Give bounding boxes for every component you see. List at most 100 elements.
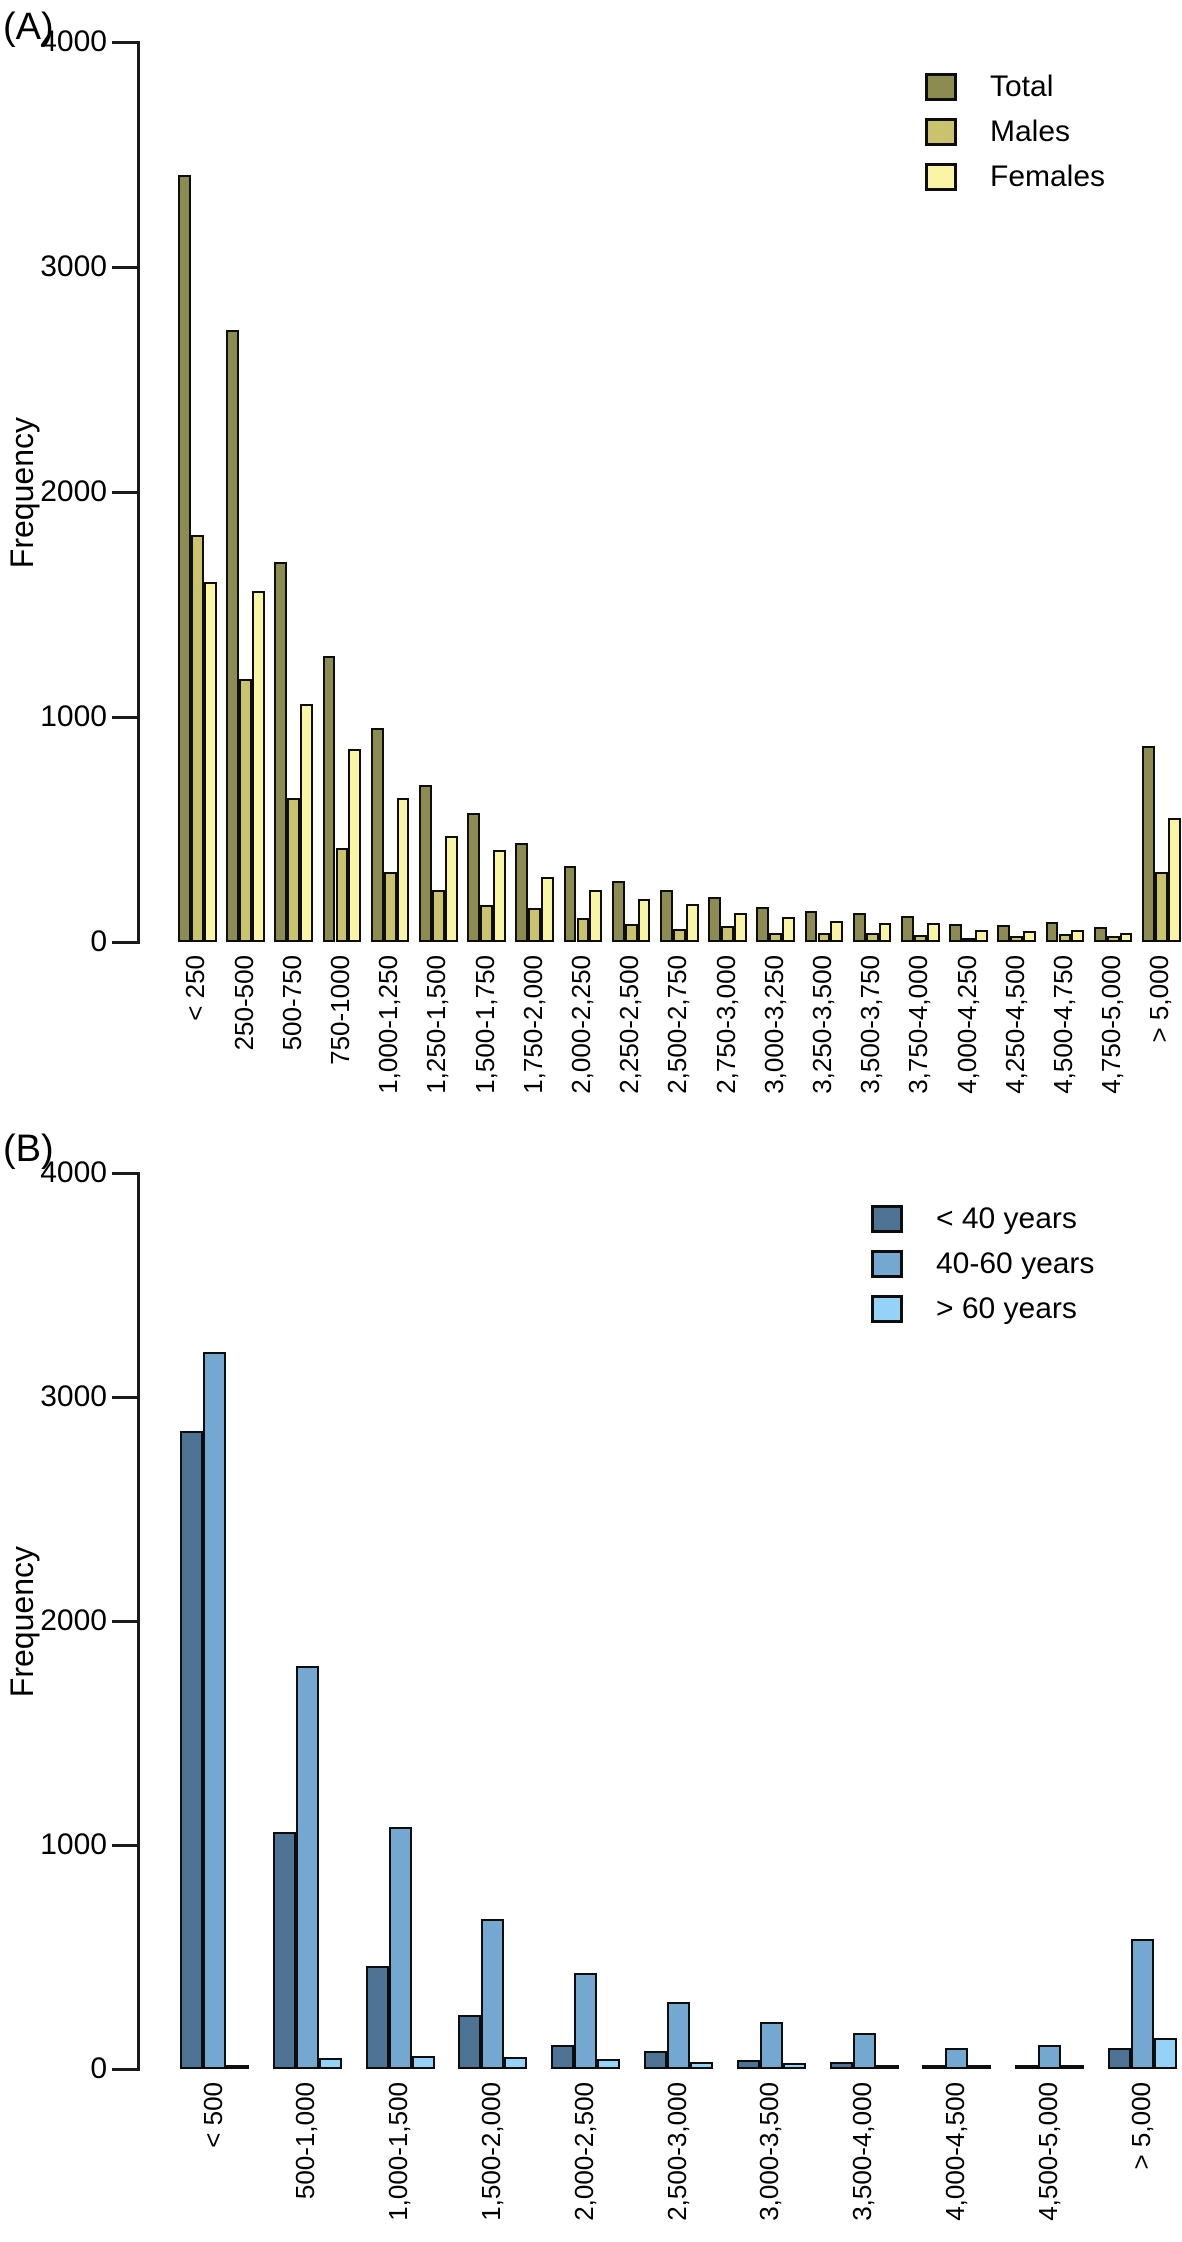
y-axis-tick: [112, 1171, 137, 1175]
bar-<-40-years: [551, 2045, 575, 2069]
bar->-60-years: [875, 2064, 899, 2069]
y-axis-tick: [112, 265, 137, 269]
bar-males: [865, 933, 879, 942]
bar->-60-years: [318, 2057, 342, 2069]
bar-<-40-years: [829, 2062, 853, 2069]
bar-males: [962, 937, 975, 942]
x-axis-tick-label: 4,500-5,000: [1032, 2082, 1063, 2221]
panel-a-legend: Total Males Females: [925, 64, 1105, 199]
bar->-60-years: [1061, 2064, 1085, 2069]
legend-swatch-total: [925, 72, 957, 101]
x-axis-tick-label: 3,500-4,000: [847, 2082, 878, 2221]
bar-females: [444, 836, 458, 942]
bar-40-60-years: [203, 1352, 226, 2069]
bar-total: [611, 881, 625, 942]
y-axis-tick: [112, 1395, 137, 1399]
bar-males: [817, 933, 831, 942]
bar-females: [926, 922, 940, 942]
bar-males: [1106, 936, 1120, 942]
x-axis-tick-label: 1,000-1,500: [383, 2082, 414, 2221]
bar-females: [878, 922, 892, 942]
y-axis-tick-label: 3000: [40, 250, 107, 283]
x-axis-tick-label: 2,500-3,000: [661, 2082, 692, 2221]
bar-males: [335, 847, 349, 942]
legend-swatch-40-60: [871, 1249, 903, 1278]
x-axis-tick-label: 4,000-4,500: [939, 2082, 970, 2221]
bar-females: [1071, 929, 1085, 942]
bar-males: [624, 924, 638, 942]
y-axis-line: [137, 1172, 140, 2071]
legend-row-total: Total: [925, 64, 1105, 109]
bar-females: [493, 849, 506, 942]
bar->-60-years: [1154, 2037, 1177, 2069]
bar->-60-years: [782, 2063, 806, 2069]
bar-total: [563, 865, 577, 942]
bar->-60-years: [690, 2062, 713, 2069]
bar-40-60-years: [667, 2001, 690, 2069]
bar-<-40-years: [180, 1430, 203, 2069]
y-axis-tick: [112, 1843, 137, 1847]
legend-swatch-lt40: [871, 1204, 903, 1233]
bar-females: [1119, 933, 1133, 942]
x-axis-tick-label: > 5,000: [1125, 2082, 1156, 2170]
bar-females: [541, 876, 555, 942]
x-axis-tick-label: < 500: [197, 2082, 228, 2148]
bar-total: [1142, 746, 1155, 942]
bar->-60-years: [597, 2058, 621, 2069]
y-axis-tick-label: 0: [90, 925, 107, 958]
bar-females: [734, 912, 747, 942]
bar-<-40-years: [922, 2065, 946, 2069]
bar-<-40-years: [1108, 2047, 1131, 2069]
y-axis-tick-label: 0: [90, 2052, 107, 2085]
panel-a-label: (A): [3, 6, 54, 48]
bar-females: [203, 582, 217, 942]
y-axis-tick: [112, 1619, 137, 1623]
legend-label-lt40: < 40 years: [936, 1201, 1077, 1235]
panel-b-legend: < 40 years 40-60 years > 60 years: [871, 1196, 1094, 1331]
bar-males: [721, 926, 734, 942]
y-axis-tick-label: 1000: [40, 700, 107, 733]
bar-total: [852, 912, 866, 942]
bar-<-40-years: [1015, 2065, 1039, 2069]
bar-40-60-years: [852, 2033, 876, 2069]
bar->-60-years: [226, 2065, 249, 2069]
legend-row-females: Females: [925, 154, 1105, 199]
bar-total: [756, 907, 770, 942]
bar-40-60-years: [1038, 2045, 1062, 2069]
legend-row-40-60: 40-60 years: [871, 1241, 1094, 1286]
bar-<-40-years: [644, 2051, 667, 2069]
bar-40-60-years: [945, 2047, 969, 2069]
bar-40-60-years: [295, 1665, 319, 2069]
bar-females: [589, 890, 603, 942]
bar-females: [685, 903, 699, 942]
y-axis-tick-label: 3000: [40, 1380, 107, 1413]
legend-label-females: Females: [990, 159, 1106, 193]
bar-total: [949, 924, 963, 942]
bar-males: [913, 935, 927, 942]
bar-40-60-years: [1131, 1939, 1154, 2069]
bar-females: [975, 929, 988, 942]
bar-females: [830, 920, 844, 942]
bar-total: [660, 890, 673, 942]
bar-females: [1023, 930, 1037, 942]
y-axis-line: [137, 41, 140, 944]
bar->-60-years: [504, 2056, 528, 2069]
bar-40-60-years: [481, 1918, 505, 2069]
legend-row-gt60: > 60 years: [871, 1286, 1094, 1331]
bar-females: [637, 899, 651, 942]
legend-swatch-males: [925, 117, 957, 146]
bar-40-60-years: [759, 2021, 783, 2069]
bar-females: [252, 591, 265, 942]
bar-40-60-years: [574, 1972, 598, 2069]
legend-label-total: Total: [990, 69, 1054, 103]
bar-total: [322, 656, 336, 942]
bar-females: [1167, 818, 1181, 942]
x-axis-tick-label: 1,500-2,000: [475, 2082, 506, 2221]
y-axis-tick: [112, 715, 137, 719]
bar-males: [383, 872, 397, 942]
bar-total: [226, 330, 240, 942]
y-axis-tick: [112, 940, 137, 944]
y-axis-tick-label: 4000: [40, 25, 107, 58]
bar-total: [419, 784, 432, 942]
y-axis-tick: [112, 490, 137, 494]
